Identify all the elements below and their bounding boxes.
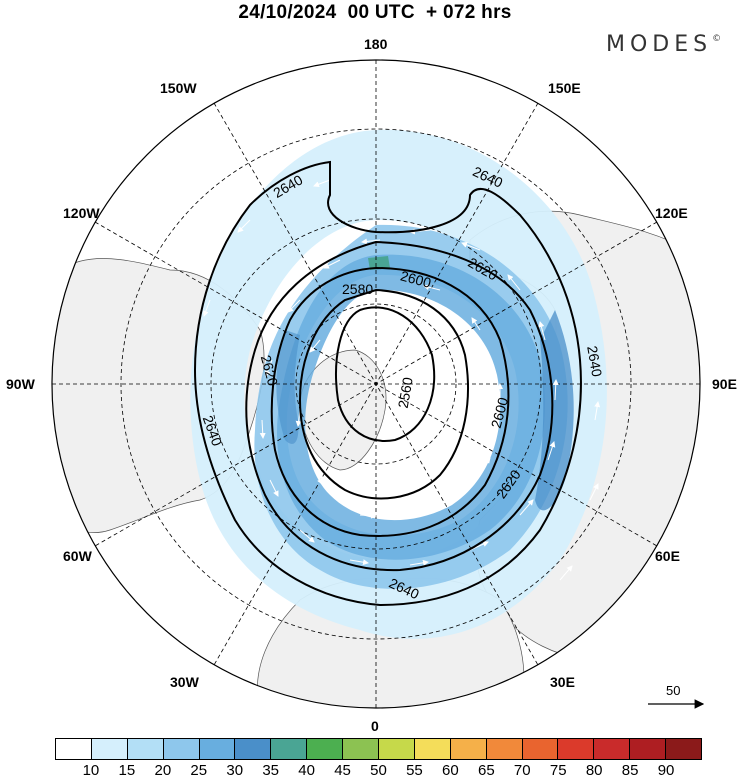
colorbar-tick-label: 50 — [370, 762, 387, 779]
contour-label: 2600 — [399, 267, 433, 291]
contour-label: 2580 — [342, 281, 373, 297]
colorbar-segment — [486, 739, 523, 759]
brand-name: MODES — [606, 32, 713, 57]
colorbar-tick-label: 15 — [118, 762, 136, 779]
contour-label: 2640 — [584, 344, 605, 378]
colorbar-segment — [414, 739, 451, 759]
lon-label-180: 180 — [364, 36, 388, 52]
colorbar-segment — [558, 739, 595, 759]
colorbar-segment — [91, 739, 128, 759]
colorbar-tick-label: 60 — [442, 762, 459, 779]
wind-speed-shading — [190, 129, 607, 639]
colorbar-segment — [199, 739, 236, 759]
contour-label: 2560 — [395, 376, 416, 410]
jet-max-green — [368, 256, 390, 270]
colorbar-segment — [522, 739, 559, 759]
reference-vector-label: 50 — [666, 683, 681, 698]
colorbar-tick-label: 55 — [406, 762, 423, 779]
colorbar-segment — [307, 739, 344, 759]
lon-label-90e: 90E — [712, 376, 737, 392]
colorbar-segment — [235, 739, 272, 759]
contour-labels: 2640 2640 2620 2600 2580 2640 2620 2560 … — [200, 163, 606, 602]
colorbar-tick-label: 10 — [82, 762, 100, 779]
lon-label-90w: 90W — [6, 376, 35, 392]
lon-label-30e: 30E — [550, 674, 575, 690]
colorbar-segment — [127, 739, 164, 759]
map-boundary — [51, 59, 701, 709]
height-contours — [193, 160, 582, 607]
colorbar-segment — [666, 739, 702, 759]
colorbar-tick-label: 40 — [298, 762, 315, 779]
contour-label: 2600 — [488, 395, 512, 429]
colorbar-tick-label: 30 — [226, 762, 244, 779]
lon-label-150w: 150W — [160, 80, 197, 96]
graticule — [52, 60, 700, 708]
colorbar-tick-label: 45 — [334, 762, 351, 779]
colorbar-tick-label: 35 — [262, 762, 279, 779]
colorbar-tick-label: 85 — [621, 762, 639, 779]
greenland-landmass — [299, 349, 387, 471]
map-title: 24/10/2024 00 UTC + 072 hrs — [238, 2, 512, 23]
colorbar-tick-label: 25 — [190, 762, 208, 779]
colorbar-segment — [379, 739, 415, 759]
colorbar — [55, 738, 702, 760]
colorbar-tick-label: 20 — [154, 762, 172, 779]
lon-label-120e: 120E — [655, 205, 688, 221]
colorbar-segment — [450, 739, 487, 759]
colorbar-tick-label: 75 — [549, 762, 567, 779]
lon-label-60e: 60E — [655, 548, 680, 564]
colorbar-segment — [271, 739, 308, 759]
contour-2580 — [298, 288, 469, 500]
contour-label: 2620 — [258, 353, 282, 387]
copyright-mark: © — [712, 34, 722, 44]
lon-label-150e: 150E — [548, 80, 581, 96]
colorbar-tick-label: 90 — [657, 762, 675, 779]
lon-label-60w: 60W — [63, 548, 92, 564]
jet-band-core — [277, 254, 545, 560]
contour-2600 — [270, 266, 510, 537]
map-disc: 2640 2640 2620 2600 2580 2640 2620 2560 … — [52, 60, 700, 708]
colorbar-segment — [163, 739, 200, 759]
colorbar-segment — [594, 739, 631, 759]
lon-label-30w: 30W — [170, 674, 199, 690]
colorbar-tick-label: 70 — [513, 762, 531, 779]
contour-2640 — [193, 160, 582, 607]
lon-label-120w: 120W — [63, 205, 100, 221]
brand-logo: MODES© — [606, 32, 721, 57]
colorbar-tick-label: 65 — [477, 762, 495, 779]
contour-2620 — [245, 240, 554, 572]
colorbar-segment — [630, 739, 667, 759]
colorbar-segment — [343, 739, 380, 759]
colorbar-tick-label: 80 — [585, 762, 603, 779]
colorbar-segment — [56, 739, 92, 759]
colorbar-ticks: 10 15 20 25 30 35 40 45 50 55 60 65 70 75 80 85 90 — [0, 762, 750, 782]
contour-2560 — [335, 306, 436, 442]
lon-label-0: 0 — [371, 718, 379, 734]
jet-band-west — [276, 330, 300, 444]
